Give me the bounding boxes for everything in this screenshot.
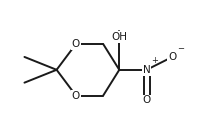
Text: O: O	[142, 95, 151, 105]
Text: N: N	[143, 65, 150, 75]
Text: O: O	[72, 91, 80, 100]
Text: O: O	[168, 52, 176, 62]
Text: O: O	[72, 39, 80, 49]
Text: OH: OH	[111, 32, 127, 42]
Text: −: −	[177, 44, 184, 53]
Text: +: +	[151, 56, 158, 65]
